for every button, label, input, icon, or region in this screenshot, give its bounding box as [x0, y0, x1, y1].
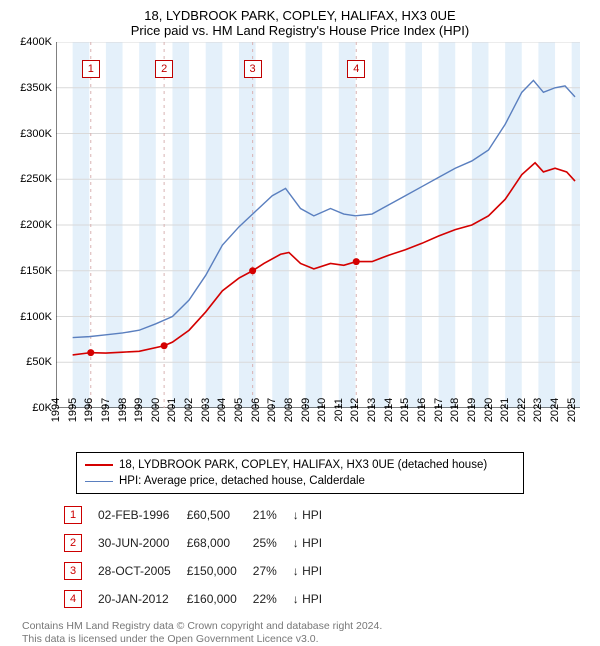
footer-line1: Contains HM Land Registry data © Crown c… [22, 620, 382, 632]
x-tick-label: 2007 [266, 398, 278, 422]
x-axis-labels: 1994199519961997199819992000200120022003… [56, 408, 580, 446]
sale-price: £150,000 [187, 558, 251, 584]
sale-date: 02-FEB-1996 [98, 502, 185, 528]
sale-note: ↓ HPI [293, 530, 336, 556]
sale-marker-number: 1 [64, 506, 82, 524]
table-row: 4 20-JAN-2012£160,00022%↓ HPI [64, 586, 336, 612]
y-tick-label: £150K [8, 265, 52, 277]
footer-line2: This data is licensed under the Open Gov… [22, 633, 319, 645]
sale-pct: 25% [253, 530, 291, 556]
y-tick-label: £250K [8, 173, 52, 185]
sale-marker-number: 4 [64, 590, 82, 608]
x-tick-label: 2018 [449, 398, 461, 422]
event-marker-box: 1 [82, 60, 100, 78]
x-tick-label: 2006 [250, 398, 262, 422]
sale-note: ↓ HPI [293, 502, 336, 528]
event-marker-box: 4 [347, 60, 365, 78]
y-tick-label: £50K [8, 356, 52, 368]
x-tick-label: 2019 [466, 398, 478, 422]
sale-date: 30-JUN-2000 [98, 530, 185, 556]
chart-title-line2: Price paid vs. HM Land Registry's House … [14, 23, 586, 38]
x-tick-label: 2012 [349, 398, 361, 422]
x-tick-label: 2003 [200, 398, 212, 422]
sale-date: 28-OCT-2005 [98, 558, 185, 584]
x-tick-label: 2000 [150, 398, 162, 422]
y-tick-label: £300K [8, 128, 52, 140]
sale-pct: 21% [253, 502, 291, 528]
x-tick-label: 2022 [516, 398, 528, 422]
chart-svg [56, 42, 580, 408]
x-tick-label: 2011 [333, 398, 345, 422]
x-tick-label: 1999 [133, 398, 145, 422]
table-row: 1 02-FEB-1996£60,50021%↓ HPI [64, 502, 336, 528]
legend-label-property: 18, LYDBROOK PARK, COPLEY, HALIFAX, HX3 … [119, 457, 487, 473]
table-row: 2 30-JUN-2000£68,00025%↓ HPI [64, 530, 336, 556]
x-tick-label: 2008 [283, 398, 295, 422]
legend-swatch-property [85, 464, 113, 466]
y-tick-label: £350K [8, 82, 52, 94]
x-tick-label: 1994 [50, 398, 62, 422]
sale-pct: 22% [253, 586, 291, 612]
event-marker-box: 3 [244, 60, 262, 78]
chart-title-line1: 18, LYDBROOK PARK, COPLEY, HALIFAX, HX3 … [14, 8, 586, 23]
x-tick-label: 2016 [416, 398, 428, 422]
chart-area: £0K£50K£100K£150K£200K£250K£300K£350K£40… [56, 42, 580, 408]
x-tick-label: 2023 [532, 398, 544, 422]
sale-date: 20-JAN-2012 [98, 586, 185, 612]
x-tick-label: 2025 [566, 398, 578, 422]
x-tick-label: 2010 [316, 398, 328, 422]
x-tick-label: 1995 [67, 398, 79, 422]
table-row: 3 28-OCT-2005£150,00027%↓ HPI [64, 558, 336, 584]
footer-note: Contains HM Land Registry data © Crown c… [22, 620, 578, 646]
sale-note: ↓ HPI [293, 558, 336, 584]
x-tick-label: 2020 [483, 398, 495, 422]
x-tick-label: 2015 [399, 398, 411, 422]
x-tick-label: 2004 [216, 398, 228, 422]
y-tick-label: £0K [8, 402, 52, 414]
x-tick-label: 2017 [433, 398, 445, 422]
sale-price: £68,000 [187, 530, 251, 556]
sale-note: ↓ HPI [293, 586, 336, 612]
x-tick-label: 2013 [366, 398, 378, 422]
legend-row: HPI: Average price, detached house, Cald… [85, 473, 515, 489]
sale-price: £60,500 [187, 502, 251, 528]
x-tick-label: 2005 [233, 398, 245, 422]
x-tick-label: 2024 [549, 398, 561, 422]
legend-swatch-hpi [85, 481, 113, 482]
sale-pct: 27% [253, 558, 291, 584]
sale-marker-number: 2 [64, 534, 82, 552]
x-tick-label: 2021 [499, 398, 511, 422]
y-tick-label: £100K [8, 311, 52, 323]
x-tick-label: 2009 [300, 398, 312, 422]
legend-row: 18, LYDBROOK PARK, COPLEY, HALIFAX, HX3 … [85, 457, 515, 473]
x-tick-label: 1997 [100, 398, 112, 422]
x-tick-label: 1998 [117, 398, 129, 422]
sale-price: £160,000 [187, 586, 251, 612]
x-tick-label: 2002 [183, 398, 195, 422]
event-marker-box: 2 [155, 60, 173, 78]
sale-marker-number: 3 [64, 562, 82, 580]
legend-label-hpi: HPI: Average price, detached house, Cald… [119, 473, 365, 489]
x-tick-label: 2001 [166, 398, 178, 422]
x-tick-label: 1996 [83, 398, 95, 422]
y-tick-label: £400K [8, 36, 52, 48]
y-tick-label: £200K [8, 219, 52, 231]
sales-table: 102-FEB-1996£60,50021%↓ HPI230-JUN-2000£… [62, 500, 338, 614]
x-tick-label: 2014 [383, 398, 395, 422]
chart-legend: 18, LYDBROOK PARK, COPLEY, HALIFAX, HX3 … [76, 452, 524, 494]
